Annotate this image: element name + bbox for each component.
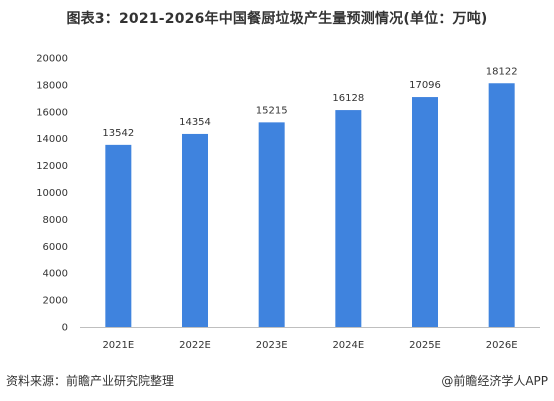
brand-credit: @前瞻经济学人APP	[441, 374, 548, 388]
y-tick-label: 18000	[36, 80, 68, 91]
data-label: 18122	[486, 66, 518, 77]
data-label: 17096	[409, 80, 441, 91]
y-tick-label: 16000	[36, 107, 68, 118]
y-tick-label: 6000	[43, 242, 68, 253]
data-label: 14354	[179, 117, 211, 128]
chart-title: 图表3：2021-2026年中国餐厨垃圾产生量预测情况(单位：万吨)	[66, 11, 488, 27]
bar-2022E	[182, 133, 208, 327]
y-tick-label: 2000	[43, 296, 68, 307]
bars	[105, 83, 515, 328]
y-tick-label: 10000	[36, 188, 68, 199]
y-tick-label: 14000	[36, 134, 68, 145]
data-label: 13542	[102, 128, 134, 139]
data-label: 15215	[256, 105, 288, 116]
bar-2026E	[488, 83, 515, 328]
y-tick-label: 8000	[43, 215, 68, 226]
x-tick-label: 2025E	[409, 340, 441, 351]
y-tick-label: 4000	[43, 269, 68, 280]
bar-2025E	[412, 97, 438, 327]
y-tick-label: 20000	[36, 54, 68, 65]
bar-2024E	[335, 110, 362, 327]
source-note: 资料来源：前瞻产业研究院整理	[6, 374, 175, 388]
y-tick-label: 0	[62, 323, 68, 334]
data-label: 16128	[332, 93, 364, 104]
x-tick-label: 2022E	[179, 340, 211, 351]
y-tick-label: 12000	[36, 161, 68, 172]
x-tick-label: 2023E	[256, 340, 288, 351]
x-tick-label: 2026E	[486, 340, 518, 351]
x-tick-label: 2024E	[332, 340, 364, 351]
bar-2023E	[258, 122, 285, 328]
data-labels: 13542 14354 15215 16128 17096 18122	[102, 66, 517, 139]
x-axis-labels: 2021E 2022E 2023E 2024E 2025E 2026E	[102, 340, 517, 351]
bar-2021E	[105, 144, 132, 327]
x-tick-label: 2021E	[102, 340, 134, 351]
y-axis-ticks: 0 2000 4000 6000 8000 10000 12000 14000 16000 180…	[36, 54, 68, 334]
